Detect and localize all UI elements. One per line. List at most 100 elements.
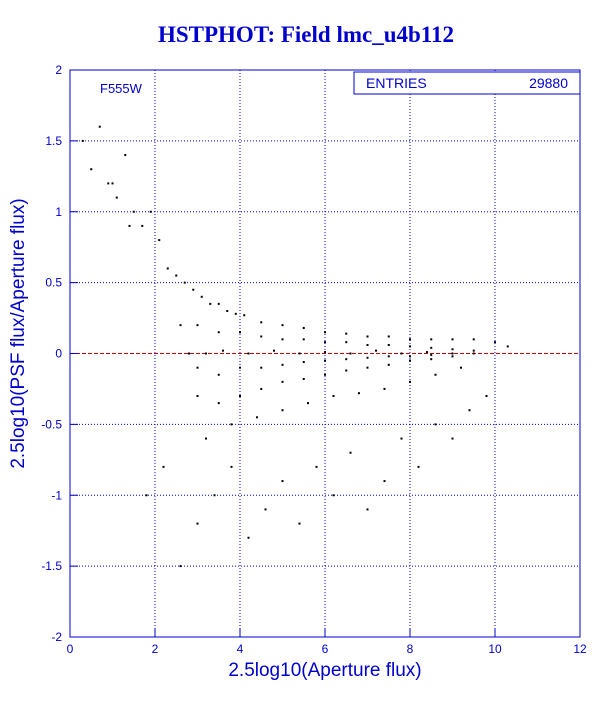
data-point [175, 274, 178, 277]
data-point [375, 349, 377, 352]
data-point [196, 366, 199, 369]
data-point [430, 338, 433, 341]
y-tick-label: 0.5 [45, 276, 62, 290]
x-tick-label: 4 [237, 642, 244, 656]
data-point [332, 395, 335, 398]
data-point [409, 380, 411, 383]
x-axis-label: 2.5log10(Aperture flux) [228, 660, 421, 681]
x-tick-label: 6 [322, 642, 329, 656]
data-point [217, 302, 220, 305]
y-axis-label: 2.5log10(PSF flux/Aperture flux) [8, 198, 29, 468]
data-point [188, 352, 190, 355]
data-point [179, 565, 182, 568]
data-point [281, 324, 284, 327]
data-point [409, 345, 411, 348]
data-point [298, 522, 301, 525]
data-point [302, 378, 305, 381]
data-point [205, 352, 207, 355]
data-point [260, 366, 263, 369]
data-point [98, 125, 101, 128]
data-point [260, 387, 263, 390]
data-point [111, 182, 114, 185]
data-point [230, 423, 233, 426]
data-point [324, 373, 326, 376]
data-point [200, 295, 203, 298]
data-point [349, 352, 352, 355]
data-point [366, 343, 369, 346]
data-point [281, 363, 284, 366]
data-point [217, 373, 220, 376]
y-tick-label: -1 [51, 488, 62, 502]
data-point [494, 341, 496, 344]
data-point [298, 352, 301, 355]
y-tick-label: -1.5 [41, 559, 62, 573]
data-point [247, 536, 250, 539]
data-point [307, 402, 309, 405]
y-tick-label: 1.5 [45, 134, 62, 148]
data-point [302, 361, 305, 364]
data-point [451, 355, 454, 358]
data-point [409, 338, 411, 341]
y-tick-label: 1 [55, 205, 62, 219]
data-point [324, 331, 326, 334]
data-point [349, 451, 352, 454]
data-point [472, 338, 475, 341]
data-point [409, 355, 411, 358]
data-point [345, 369, 348, 372]
data-point [366, 335, 369, 338]
data-point [90, 168, 93, 171]
data-point [472, 349, 475, 352]
data-point [124, 154, 127, 157]
data-point [183, 281, 186, 284]
data-point [132, 210, 135, 213]
data-point [149, 210, 152, 213]
tick-labels: 0 2 4 6 8 10 12 -2 -1.5 -1 -0.5 0 0.5 1 1.5 2 [41, 63, 587, 656]
data-point [230, 465, 233, 468]
data-point [345, 341, 348, 344]
data-point [141, 224, 144, 227]
data-point [387, 355, 390, 358]
data-point [217, 402, 220, 405]
filter-label: F555W [100, 81, 143, 96]
data-point [196, 324, 199, 327]
chart-title: HSTPHOT: Field lmc_u4b112 [157, 22, 455, 47]
data-point [366, 508, 369, 511]
data-point [260, 321, 263, 324]
data-point [426, 351, 428, 354]
grid-lines [70, 70, 580, 637]
data-point [209, 302, 212, 305]
data-point [205, 437, 207, 440]
data-point [366, 356, 369, 359]
data-point [179, 324, 182, 327]
data-point [324, 341, 326, 344]
data-point [387, 335, 390, 338]
y-tick-label: -2 [51, 630, 62, 644]
data-point [387, 343, 390, 346]
data-point [145, 494, 148, 497]
data-point [434, 423, 437, 426]
data-point [366, 366, 369, 369]
data-point [226, 309, 229, 312]
data-point [345, 332, 348, 335]
x-tick-label: 2 [152, 642, 159, 656]
stats-box-frame [353, 71, 581, 95]
stats-entries-label: ENTRIES [366, 75, 427, 91]
data-point [451, 348, 454, 351]
data-point [345, 358, 348, 361]
data-point [485, 395, 488, 398]
data-point [417, 465, 420, 468]
data-point [506, 345, 509, 348]
stats-box: ENTRIES 29880 [353, 71, 581, 95]
data-point [222, 349, 224, 352]
data-point [256, 416, 258, 419]
data-point [451, 338, 454, 341]
data-point [400, 437, 403, 440]
data-point [451, 352, 454, 355]
data-point [315, 465, 318, 468]
data-point [430, 353, 433, 356]
y-tick-label: -0.5 [41, 417, 62, 431]
data-point [196, 522, 199, 525]
data-point [281, 338, 284, 341]
data-point [264, 508, 267, 511]
data-point [387, 363, 390, 366]
